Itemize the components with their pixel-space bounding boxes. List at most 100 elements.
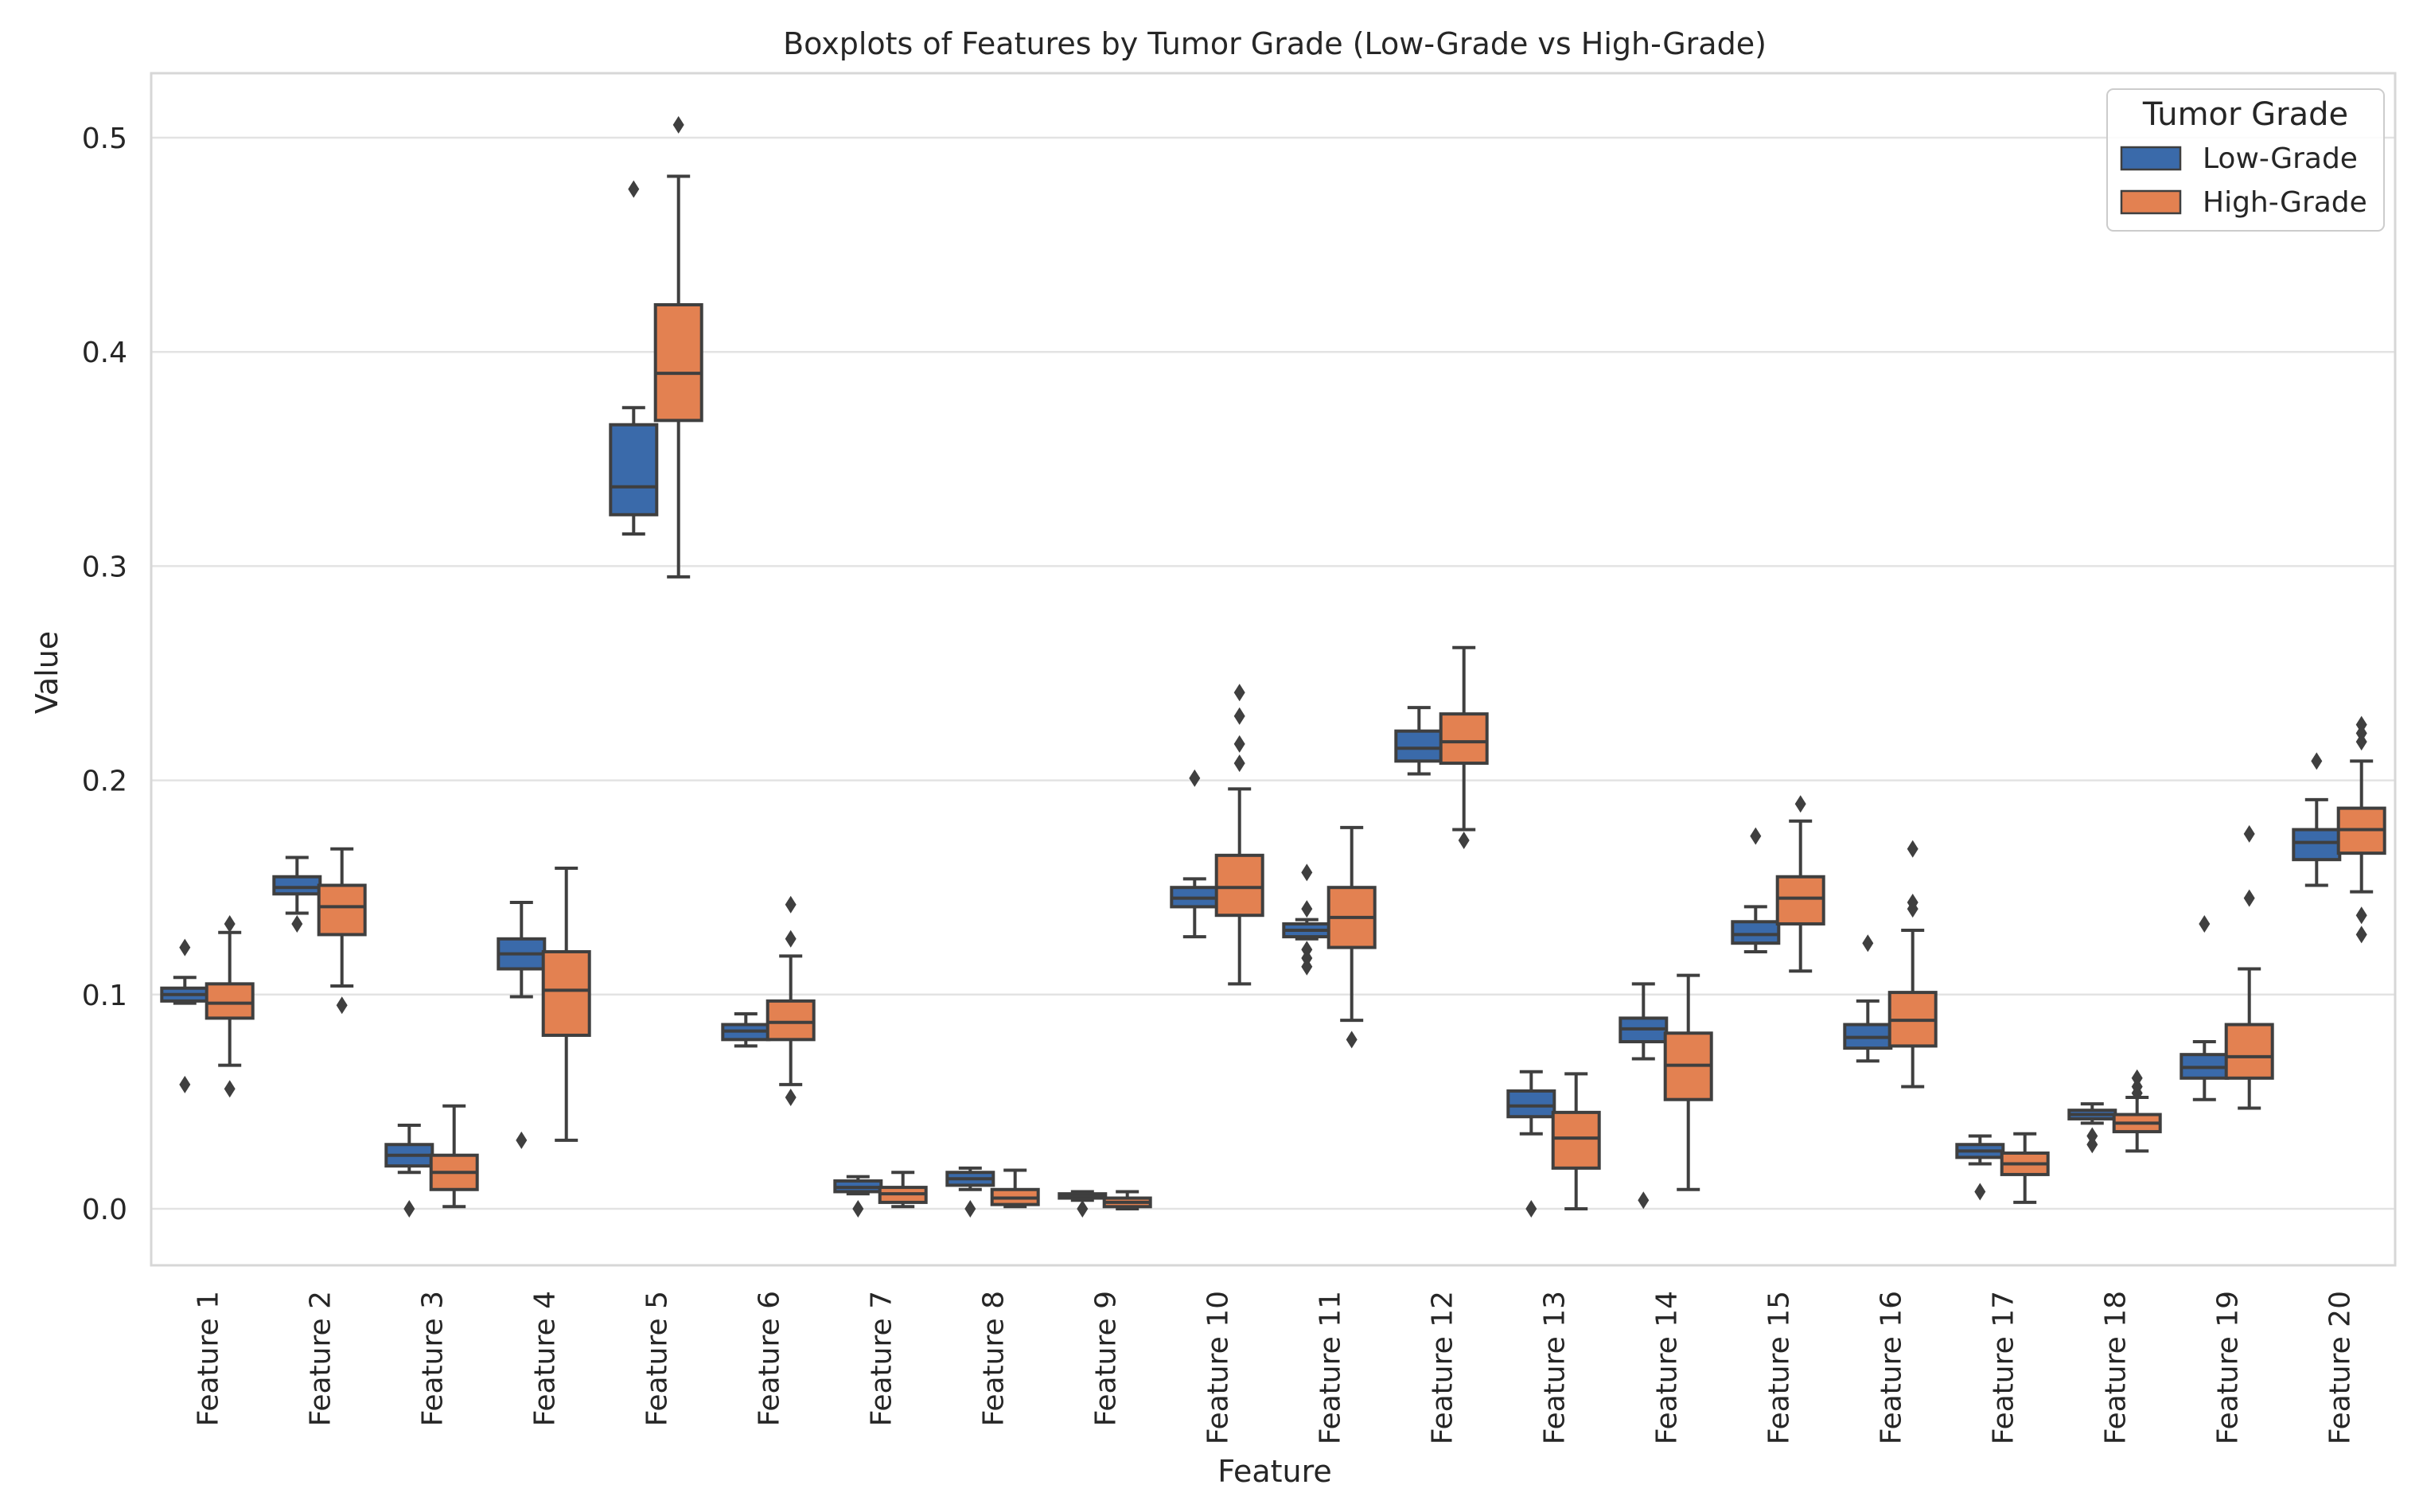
y-tick-label: 0.2	[82, 766, 127, 798]
iqr-box	[1775, 875, 1825, 926]
outlier-point	[1233, 735, 1245, 753]
outlier-point	[1233, 754, 1245, 773]
box-high-grade	[1326, 825, 1377, 1049]
x-tick-label: Feature 19	[2212, 1291, 2245, 1444]
x-tick-label: Feature 6	[754, 1291, 786, 1426]
box-high-grade	[541, 866, 591, 1142]
x-tick-label: Feature 7	[866, 1291, 898, 1426]
box-low-grade	[1058, 1190, 1108, 1218]
iqr-box	[272, 875, 322, 896]
outlier-point	[2086, 1136, 2098, 1154]
box-high-grade	[429, 1104, 479, 1209]
outlier-point	[1638, 1191, 1650, 1210]
x-tick-label: Feature 15	[1763, 1291, 1796, 1444]
box-high-grade	[990, 1168, 1040, 1209]
outlier-point	[2243, 889, 2255, 907]
iqr-box	[1394, 729, 1444, 763]
outlier-point	[2131, 1084, 2143, 1102]
outlier-point	[2355, 733, 2367, 751]
box-low-grade	[1506, 1070, 1556, 1218]
iqr-box	[2292, 828, 2342, 862]
plot-frame	[150, 72, 2397, 1267]
box-high-grade	[1214, 684, 1264, 986]
outlier-point	[964, 1200, 976, 1218]
box-low-grade	[1282, 863, 1332, 976]
box-low-grade	[945, 1166, 995, 1218]
legend-swatch-high-grade	[2120, 189, 2182, 215]
iqr-box	[765, 999, 816, 1042]
outlier-point	[785, 1089, 797, 1107]
x-tick-label: Feature 18	[2100, 1291, 2133, 1444]
outlier-point	[1862, 934, 1874, 953]
iqr-box	[2224, 1023, 2274, 1080]
legend-title: Tumor Grade	[2142, 96, 2348, 133]
box-high-grade	[2224, 824, 2274, 1110]
box-low-grade	[384, 1124, 434, 1218]
x-tick-label: Feature 4	[529, 1291, 562, 1426]
iqr-box	[1439, 712, 1489, 766]
outlier-point	[1233, 684, 1245, 702]
iqr-box	[653, 302, 703, 423]
outlier-point	[1301, 900, 1313, 918]
box-series	[160, 115, 2386, 1218]
box-high-grade	[878, 1171, 928, 1209]
iqr-box	[1551, 1110, 1601, 1170]
outlier-point	[672, 115, 684, 134]
y-tick-label: 0.4	[82, 337, 127, 369]
outlier-point	[224, 914, 236, 933]
x-tick-label: Feature 8	[978, 1291, 1011, 1426]
legend-label-high-grade: High-Grade	[2203, 186, 2367, 219]
x-tick-label: Feature 1	[193, 1291, 225, 1426]
outlier-point	[179, 938, 191, 957]
box-low-grade	[833, 1175, 883, 1218]
iqr-box	[205, 982, 255, 1020]
x-tick-label: Feature 3	[417, 1291, 450, 1426]
box-high-grade	[1439, 645, 1489, 849]
x-tick-label: Feature 20	[2324, 1291, 2357, 1444]
iqr-box	[317, 883, 367, 937]
legend-swatch-low-grade	[2120, 146, 2182, 171]
outlier-point	[1346, 1031, 1358, 1049]
outlier-point	[2355, 906, 2367, 925]
x-tick-label: Feature 5	[641, 1291, 674, 1426]
outlier-point	[1301, 863, 1313, 882]
x-tick-label: Feature 9	[1090, 1291, 1123, 1426]
legend-label-low-grade: Low-Grade	[2203, 142, 2358, 175]
box-high-grade	[2000, 1132, 2050, 1204]
x-axis-ticks: Feature 1 Feature 2 Feature 3 Feature 4 Feat…	[193, 1291, 2357, 1444]
outlier-point	[2243, 824, 2255, 843]
outlier-point	[1750, 827, 1762, 845]
outlier-point	[2311, 752, 2323, 770]
outlier-point	[1189, 769, 1201, 787]
outlier-point	[1077, 1200, 1089, 1218]
box-high-grade	[2336, 715, 2386, 944]
iqr-box	[541, 949, 591, 1037]
iqr-box	[609, 423, 659, 516]
box-high-grade	[1102, 1190, 1152, 1210]
box-high-grade	[1887, 840, 1938, 1089]
legend: Tumor Grade Low-Grade High-Grade	[2106, 88, 2385, 232]
outlier-point	[2199, 914, 2211, 933]
x-tick-label: Feature 13	[1539, 1291, 1572, 1444]
box-low-grade	[1955, 1134, 2005, 1201]
box-high-grade	[1775, 795, 1825, 973]
box-low-grade	[272, 855, 322, 933]
box-high-grade	[205, 914, 255, 1098]
x-tick-label: Feature 16	[1876, 1291, 1908, 1444]
outlier-point	[2355, 926, 2367, 944]
box-high-grade	[1663, 973, 1713, 1191]
box-low-grade	[609, 180, 659, 536]
y-tick-label: 0.0	[82, 1194, 127, 1226]
x-tick-label: Feature 17	[1988, 1291, 2020, 1444]
outlier-point	[336, 996, 348, 1015]
box-low-grade	[497, 901, 547, 1149]
box-low-grade	[160, 938, 210, 1093]
outlier-point	[1907, 900, 1919, 918]
x-tick-label: Feature 11	[1315, 1291, 1347, 1444]
outlier-point	[1907, 840, 1919, 858]
box-high-grade	[317, 847, 367, 1015]
outlier-point	[224, 1080, 236, 1098]
grid-lines	[151, 136, 2395, 1210]
